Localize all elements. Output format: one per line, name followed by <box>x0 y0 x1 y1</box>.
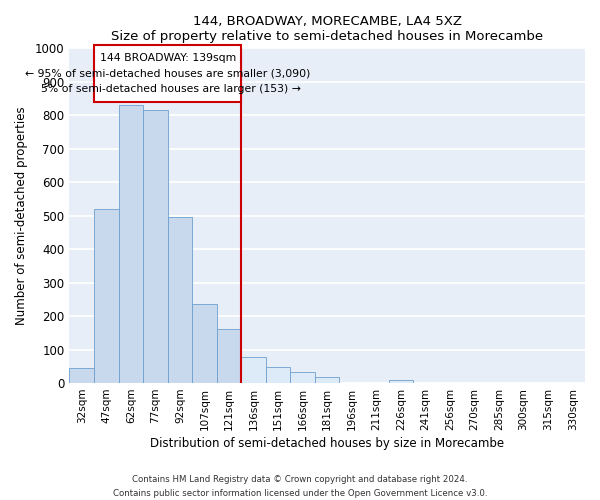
Y-axis label: Number of semi-detached properties: Number of semi-detached properties <box>15 106 28 325</box>
Bar <box>266 367 290 383</box>
Bar <box>94 209 119 383</box>
Bar <box>119 105 143 383</box>
FancyBboxPatch shape <box>94 45 241 102</box>
Bar <box>241 357 266 383</box>
Bar <box>389 380 413 383</box>
Bar <box>70 368 94 383</box>
Bar <box>290 372 315 383</box>
Text: 144 BROADWAY: 139sqm
← 95% of semi-detached houses are smaller (3,090)
  5% of s: 144 BROADWAY: 139sqm ← 95% of semi-detac… <box>25 53 310 94</box>
Text: Contains HM Land Registry data © Crown copyright and database right 2024.
Contai: Contains HM Land Registry data © Crown c… <box>113 476 487 498</box>
X-axis label: Distribution of semi-detached houses by size in Morecambe: Distribution of semi-detached houses by … <box>150 437 504 450</box>
Bar <box>217 328 241 383</box>
Title: 144, BROADWAY, MORECAMBE, LA4 5XZ
Size of property relative to semi-detached hou: 144, BROADWAY, MORECAMBE, LA4 5XZ Size o… <box>111 15 543 43</box>
Bar <box>167 218 192 383</box>
Bar <box>143 110 167 383</box>
Bar <box>192 304 217 383</box>
Bar <box>315 377 340 383</box>
